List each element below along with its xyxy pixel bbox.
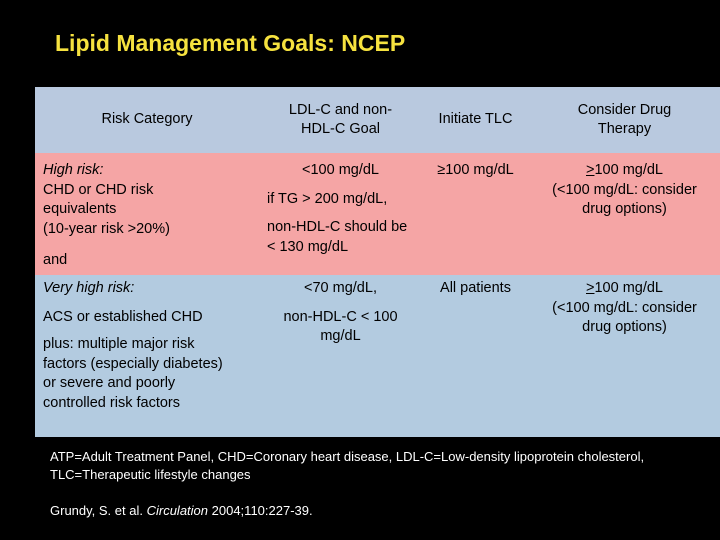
cell-high-risk-goal: <100 mg/dL if TG > 200 mg/dL, non-HDL-C … [259,153,422,275]
table-row-very-high-risk: Very high risk: ACS or established CHD p… [35,275,720,437]
cell-high-risk-tlc: ≥100 mg/dL [422,153,529,275]
header-initiate-tlc: Initiate TLC [422,87,529,153]
cell-very-high-risk-goal: <70 mg/dL, non-HDL-C < 100 mg/dL [259,275,422,437]
cell-very-high-risk-category: Very high risk: ACS or established CHD p… [35,275,259,437]
very-high-risk-acs: ACS or established CHD [43,308,203,325]
slide-title: Lipid Management Goals: NCEP [55,30,406,56]
table-header-row: Risk Category LDL-C and non-HDL-C Goal I… [35,87,720,153]
citation: Grundy, S. et al. Circulation 2004;110:2… [50,503,313,518]
cell-very-high-risk-drug: >100 mg/dL (<100 mg/dL: consider drug op… [529,275,720,437]
cell-high-risk-category: High risk: CHD or CHD risk equivalents (… [35,153,259,275]
high-risk-and: and [43,252,68,268]
header-drug-therapy: Consider Drug Therapy [529,87,720,153]
lipid-goals-table: Risk Category LDL-C and non-HDL-C Goal I… [35,87,720,437]
high-risk-10yr: (10-year risk >20%) [43,220,170,237]
high-risk-goal-nonhdl: non-HDL-C should be < 130 mg/dL [267,219,408,255]
footnote-abbreviations: ATP=Adult Treatment Panel, CHD=Coronary … [50,449,645,482]
high-risk-goal-ldl: <100 mg/dL [302,162,379,178]
table-row-high-risk: High risk: CHD or CHD risk equivalents (… [35,153,720,275]
high-risk-goal-tg: if TG > 200 mg/dL, [267,190,388,207]
cell-high-risk-drug: >100 mg/dL (<100 mg/dL: consider drug op… [529,153,720,275]
header-ldl-goal: LDL-C and non-HDL-C Goal [259,87,422,153]
high-risk-desc: CHD or CHD risk equivalents [43,181,154,218]
cell-very-high-risk-tlc: All patients [422,275,529,437]
high-risk-label: High risk: [43,162,104,178]
very-high-risk-label: Very high risk: [43,280,135,296]
header-risk-category: Risk Category [35,87,259,153]
very-high-risk-factors: plus: multiple major risk factors (espec… [43,336,223,411]
